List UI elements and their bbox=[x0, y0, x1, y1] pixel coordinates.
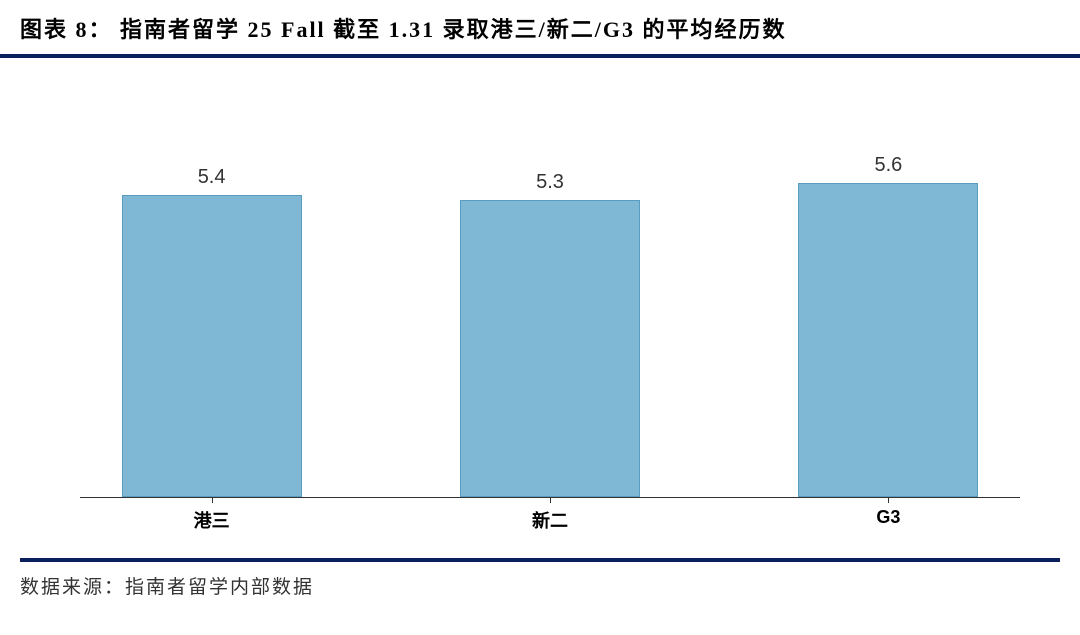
x-tick bbox=[550, 497, 551, 503]
figure-container: 图表 8： 指南者留学 25 Fall 截至 1.31 录取港三/新二/G3 的… bbox=[0, 0, 1080, 635]
bar-value-label: 5.4 bbox=[198, 166, 226, 189]
bar-value-label: 5.3 bbox=[536, 171, 564, 194]
x-axis-label: 新二 bbox=[532, 507, 568, 533]
chart-region: 5.4 港三 5.3 新二 5.6 G3 bbox=[0, 58, 1080, 558]
bar-group: 5.4 bbox=[122, 166, 302, 497]
bar-value-label: 5.6 bbox=[874, 154, 902, 177]
bar bbox=[122, 195, 302, 497]
bar-group: 5.3 bbox=[460, 171, 640, 497]
x-tick bbox=[212, 497, 213, 503]
bar bbox=[460, 200, 640, 497]
x-tick bbox=[888, 497, 889, 503]
bar-group: 5.6 bbox=[798, 154, 978, 497]
chart-header: 图表 8： 指南者留学 25 Fall 截至 1.31 录取港三/新二/G3 的… bbox=[0, 0, 1080, 58]
plot-area: 5.4港三5.3新二5.6G3 bbox=[80, 78, 1020, 498]
chart-title: 图表 8： 指南者留学 25 Fall 截至 1.31 录取港三/新二/G3 的… bbox=[20, 12, 1060, 44]
chart-source: 数据来源：指南者留学内部数据 bbox=[0, 562, 1080, 599]
x-axis-label: G3 bbox=[876, 507, 900, 528]
bar bbox=[798, 183, 978, 497]
x-axis-label: 港三 bbox=[194, 507, 230, 533]
